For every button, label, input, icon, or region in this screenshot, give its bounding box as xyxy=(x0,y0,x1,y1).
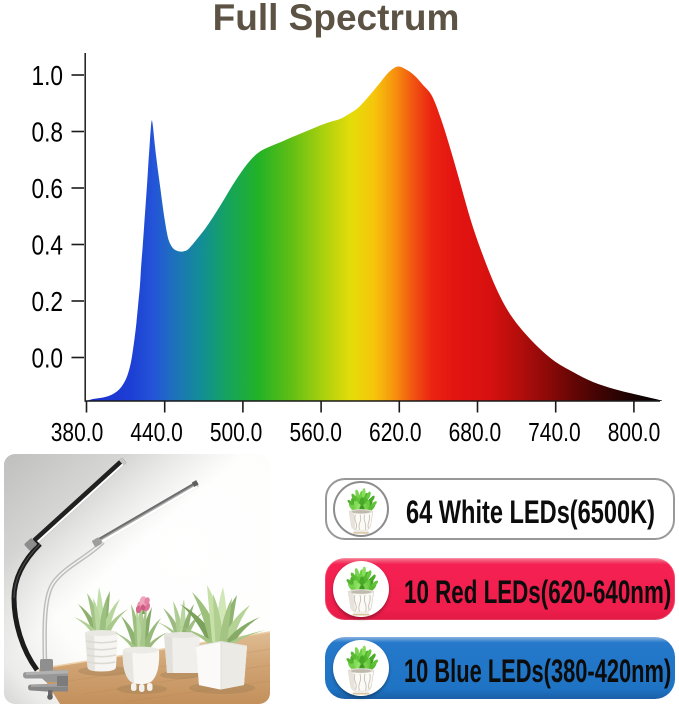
svg-text:0.8: 0.8 xyxy=(32,117,64,148)
svg-text:560.0: 560.0 xyxy=(289,419,342,447)
svg-text:680.0: 680.0 xyxy=(449,419,502,447)
svg-text:620.0: 620.0 xyxy=(369,419,422,447)
svg-text:380.0: 380.0 xyxy=(51,419,104,447)
svg-text:1.0: 1.0 xyxy=(32,60,64,91)
svg-text:0.4: 0.4 xyxy=(32,230,64,261)
svg-text:740.0: 740.0 xyxy=(528,419,581,447)
svg-text:440.0: 440.0 xyxy=(130,419,183,447)
svg-text:0.2: 0.2 xyxy=(32,286,64,317)
svg-text:800.0: 800.0 xyxy=(608,419,661,447)
svg-text:500.0: 500.0 xyxy=(210,419,263,447)
svg-text:0.6: 0.6 xyxy=(32,173,64,204)
svg-text:0.0: 0.0 xyxy=(32,343,64,374)
